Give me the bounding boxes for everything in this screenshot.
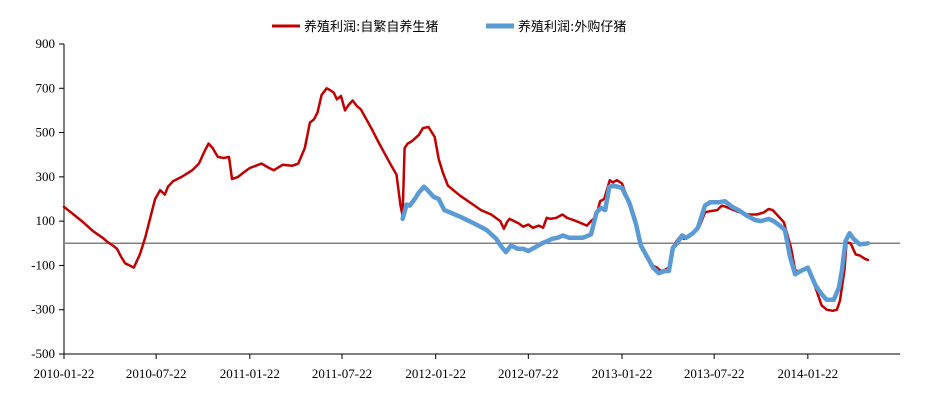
legend-label-2: 养殖利润:外购仔猪 — [518, 19, 626, 35]
x-tick-label: 2010-01-22 — [34, 366, 95, 381]
x-axis: 2010-01-22 2010-07-22 2011-01-22 2011-07-22… — [34, 353, 900, 381]
x-tick-label: 2011-01-22 — [220, 366, 280, 381]
plot-area — [62, 87, 900, 313]
y-tick-label: -500 — [31, 346, 55, 361]
y-tick-label: 300 — [36, 169, 56, 184]
x-tick-label: 2013-07-22 — [684, 366, 745, 381]
x-tick-label: 2013-01-22 — [592, 366, 653, 381]
x-tick-label: 2012-01-22 — [405, 366, 466, 381]
y-tick-label: -100 — [31, 257, 55, 272]
y-tick-label: 900 — [36, 36, 56, 51]
y-tick-label: 100 — [36, 213, 56, 228]
y-tick-label: 500 — [36, 125, 56, 140]
y-tick-label: 700 — [36, 80, 56, 95]
x-tick-label: 2014-01-22 — [778, 366, 839, 381]
series-line-2 — [400, 183, 871, 303]
series-line-1 — [62, 87, 870, 313]
x-tick-label: 2011-07-22 — [312, 366, 372, 381]
legend: 养殖利润:自繁自养生猪 养殖利润:外购仔猪 — [272, 19, 626, 35]
y-tick-label: -300 — [31, 302, 55, 317]
legend-label-1: 养殖利润:自繁自养生猪 — [304, 19, 438, 35]
x-tick-label: 2012-07-22 — [498, 366, 559, 381]
x-tick-label: 2010-07-22 — [126, 366, 187, 381]
y-axis: 900 700 500 300 100 -100 -300 -500 — [31, 36, 65, 361]
